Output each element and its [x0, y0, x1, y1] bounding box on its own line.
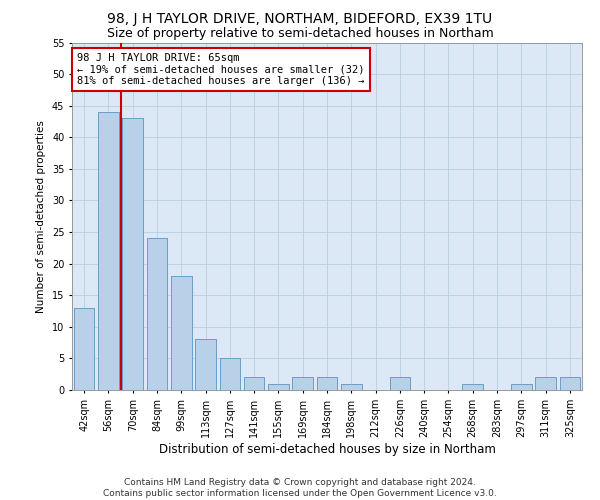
Bar — [268, 384, 289, 390]
Bar — [463, 384, 483, 390]
Bar — [389, 378, 410, 390]
Bar — [244, 378, 265, 390]
Text: 98, J H TAYLOR DRIVE, NORTHAM, BIDEFORD, EX39 1TU: 98, J H TAYLOR DRIVE, NORTHAM, BIDEFORD,… — [107, 12, 493, 26]
Text: Size of property relative to semi-detached houses in Northam: Size of property relative to semi-detach… — [107, 28, 493, 40]
Bar — [122, 118, 143, 390]
Bar — [171, 276, 191, 390]
X-axis label: Distribution of semi-detached houses by size in Northam: Distribution of semi-detached houses by … — [158, 442, 496, 456]
Y-axis label: Number of semi-detached properties: Number of semi-detached properties — [37, 120, 46, 312]
Bar — [317, 378, 337, 390]
Text: Contains HM Land Registry data © Crown copyright and database right 2024.
Contai: Contains HM Land Registry data © Crown c… — [103, 478, 497, 498]
Bar — [74, 308, 94, 390]
Bar — [560, 378, 580, 390]
Bar — [511, 384, 532, 390]
Bar — [195, 340, 216, 390]
Bar — [98, 112, 119, 390]
Bar — [292, 378, 313, 390]
Text: 98 J H TAYLOR DRIVE: 65sqm
← 19% of semi-detached houses are smaller (32)
81% of: 98 J H TAYLOR DRIVE: 65sqm ← 19% of semi… — [77, 53, 365, 86]
Bar — [220, 358, 240, 390]
Bar — [535, 378, 556, 390]
Bar — [146, 238, 167, 390]
Bar — [341, 384, 362, 390]
